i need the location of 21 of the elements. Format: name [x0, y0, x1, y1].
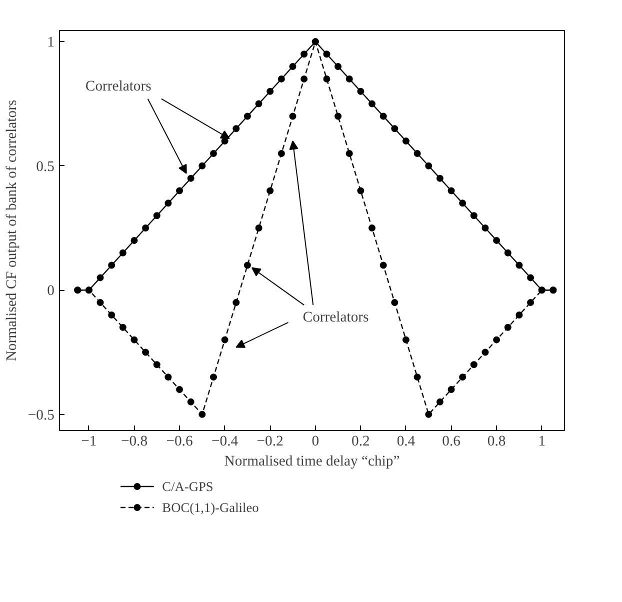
x-tick-label: 0.6	[442, 434, 460, 450]
x-tick-label: 0.8	[487, 434, 506, 450]
y-tick-label: 0.5	[36, 158, 55, 175]
x-tick-label: −0.6	[166, 434, 193, 450]
x-tick-label: −0.2	[256, 434, 284, 450]
x-tick-label: −0.4	[212, 434, 239, 450]
y-tick-label: −0.5	[28, 407, 55, 424]
x-tick-label: 0.4	[396, 434, 416, 450]
y-axis-title: Normalised CF output of bank of correlators	[4, 100, 20, 362]
y-tick-label: 0	[47, 283, 54, 300]
y-tick-label: 1	[47, 34, 54, 51]
annotation: Correlators	[302, 309, 370, 326]
x-tick-label: 1	[538, 434, 546, 450]
x-tick-label: −1	[81, 434, 97, 450]
x-tick-label: −0.8	[120, 434, 148, 450]
x-tick-label: 0.2	[352, 434, 370, 450]
legend-label: C/A-GPS	[162, 479, 214, 494]
x-axis-title: Normalised time delay “chip”	[224, 454, 400, 470]
legend-label: BOC(1,1)-Galileo	[162, 500, 260, 515]
x-tick-label: 0	[312, 434, 320, 450]
annotation: Correlators	[85, 78, 152, 94]
